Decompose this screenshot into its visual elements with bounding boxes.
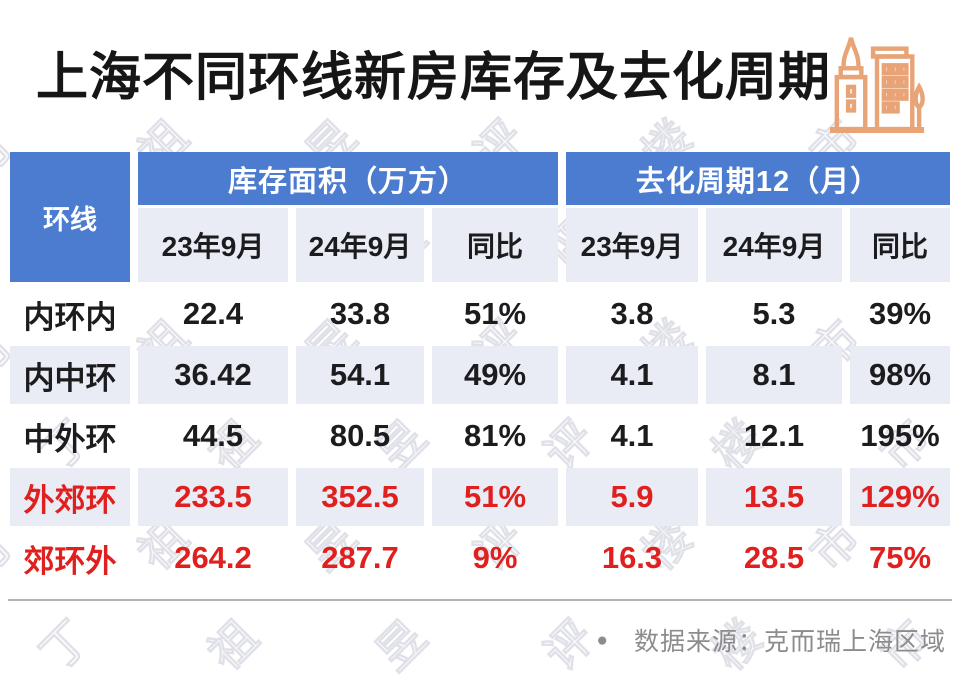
bullet-icon: ●	[596, 629, 608, 651]
table-value: 22.4	[182, 296, 244, 331]
buildings-icon	[829, 37, 925, 133]
row-label: 郊环外	[23, 543, 117, 579]
title-row: 上海不同环线新房库存及去化周期	[36, 26, 936, 133]
table-value: 233.5	[138, 468, 288, 526]
table-value: 75%	[868, 540, 932, 575]
subheader-cyc-24: 24年9月	[706, 208, 842, 282]
table-value: 129%	[850, 468, 950, 526]
data-source-text: 数据来源：克而瑞上海区域	[633, 628, 946, 656]
table-value: 9%	[472, 540, 518, 575]
table-value: 33.8	[329, 296, 391, 331]
table-value: 51%	[432, 468, 558, 526]
table-value: 44.5	[182, 418, 244, 453]
table-value: 51%	[463, 296, 527, 331]
table-value: 5.3	[752, 296, 796, 331]
page-title: 上海不同环线新房库存及去化周期	[36, 49, 832, 107]
subheader-inv-23: 23年9月	[138, 208, 288, 282]
table-value: 39%	[868, 296, 932, 331]
table-value: 81%	[463, 418, 527, 453]
table-value: 5.9	[566, 468, 698, 526]
table-value: 195%	[860, 418, 940, 453]
footer-divider	[8, 599, 952, 601]
footer: ● 数据来源：克而瑞上海区域	[597, 620, 947, 660]
subheader-cyc-yoy: 同比	[850, 208, 950, 282]
table-value: 54.1	[296, 346, 424, 404]
table-value: 28.5	[743, 540, 805, 575]
subheader-cyc-23: 23年9月	[566, 208, 698, 282]
table-value: 4.1	[566, 346, 698, 404]
subheader-inv-yoy: 同比	[432, 208, 558, 282]
table-value: 49%	[432, 346, 558, 404]
table-value: 12.1	[743, 418, 805, 453]
table-value: 13.5	[706, 468, 842, 526]
table-value: 264.2	[174, 540, 252, 575]
corner-header-cell: 环线	[10, 152, 130, 282]
row-label: 中外环	[23, 421, 117, 457]
table-value: 3.8	[610, 296, 654, 331]
table-value: 4.1	[610, 418, 654, 453]
table-value: 8.1	[706, 346, 842, 404]
data-table: 环线 库存面积（万方） 去化周期12（月） 23年9月 24年9月 同比 23年…	[10, 152, 950, 587]
table-value: 16.3	[601, 540, 663, 575]
row-label: 外郊环	[10, 468, 130, 526]
row-label: 内环内	[23, 299, 117, 335]
table-value: 352.5	[296, 468, 424, 526]
table-value: 80.5	[329, 418, 391, 453]
table-value: 98%	[850, 346, 950, 404]
row-label: 内中环	[10, 346, 130, 404]
group-header-inventory: 库存面积（万方）	[138, 152, 558, 205]
table-value: 287.7	[321, 540, 399, 575]
subheader-inv-24: 24年9月	[296, 208, 424, 282]
table-value: 36.42	[138, 346, 288, 404]
group-header-cycle: 去化周期12（月）	[566, 152, 950, 205]
